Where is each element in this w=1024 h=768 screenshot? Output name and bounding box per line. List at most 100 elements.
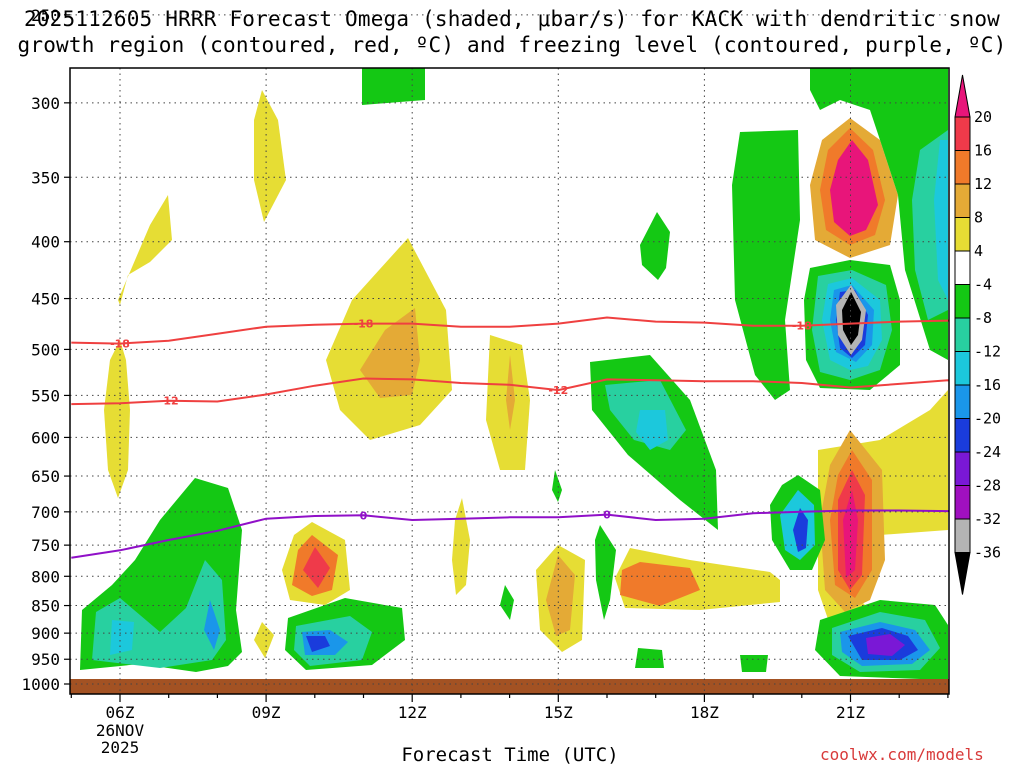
omega-negative-region — [934, 140, 948, 300]
colorbar-segment — [954, 485, 971, 520]
y-tick-label: 400 — [31, 233, 60, 252]
omega-positive-region — [254, 90, 286, 222]
colorbar-segment — [954, 384, 971, 419]
colorbar-arrow-top — [954, 74, 971, 118]
omega-positive-region — [118, 195, 172, 305]
x-axis-label: Forecast Time (UTC) — [401, 744, 619, 766]
contour-label: -18 — [792, 320, 812, 333]
colorbar-segment — [954, 351, 971, 386]
contour-line — [71, 377, 949, 406]
omega-negative-region — [306, 636, 330, 652]
credit-text: coolwx.com/models — [820, 745, 984, 764]
y-tick-label: 250 — [31, 6, 60, 25]
contour-label: -12 — [548, 384, 568, 397]
omega-negative-region — [500, 585, 514, 620]
colorbar-label: 20 — [974, 108, 992, 126]
omega-negative-region — [110, 620, 134, 655]
y-tick-label: 750 — [31, 536, 60, 555]
chart-title: 2025112605 HRRR Forecast Omega (shaded, … — [17, 7, 1007, 57]
contour-line — [71, 509, 949, 559]
colorbar-label: 4 — [974, 242, 983, 260]
omega-negative-region — [842, 292, 861, 345]
colorbar-label: 12 — [974, 175, 992, 193]
y-tick-label: 800 — [31, 567, 60, 586]
y-tick-label: 550 — [31, 386, 60, 405]
colorbar-segment — [954, 418, 971, 453]
terrain — [70, 679, 949, 694]
contour-label: -18 — [354, 318, 374, 331]
colorbar-label: 8 — [974, 209, 983, 227]
omega-positive-region — [360, 308, 420, 398]
y-tick-label: 1000 — [21, 675, 60, 694]
colorbar-segment — [954, 284, 971, 319]
x-tick-label: 21Z — [836, 703, 865, 722]
y-tick-label: 450 — [31, 290, 60, 309]
colorbar-label: -28 — [974, 477, 1001, 495]
colorbar: 20 16 12 8 4 -4 -8 -12 -16 -20 -24 -28 -32 -36 — [954, 74, 1001, 595]
omega-negative-region — [793, 508, 808, 552]
colorbar-segment — [954, 518, 971, 553]
x-tick-label: 15Z — [544, 703, 573, 722]
omega-negative-region — [595, 525, 616, 620]
colorbar-segment — [954, 317, 971, 352]
colorbar-segment — [954, 250, 971, 285]
y-tick-label: 650 — [31, 467, 60, 486]
contour-label: 0 — [603, 509, 611, 522]
colorbar-segment — [954, 451, 971, 486]
colorbar-label: -24 — [974, 443, 1001, 461]
y-tick-label: 900 — [31, 624, 60, 643]
contour-label: -12 — [159, 395, 179, 408]
omega-negative-region — [810, 68, 948, 360]
x-tick-label: 09Z — [252, 703, 281, 722]
x-tick-sublabel: 2025 — [101, 738, 140, 757]
colorbar-segment — [954, 150, 971, 185]
y-tick-label: 700 — [31, 503, 60, 522]
omega-positive-region — [303, 547, 330, 588]
x-tick-label: 12Z — [398, 703, 427, 722]
contour-label: 0 — [360, 509, 368, 522]
colorbar-label: 16 — [974, 142, 992, 160]
omega-negative-region — [732, 130, 800, 400]
y-tick-label: 500 — [31, 340, 60, 359]
omega-positive-region — [546, 555, 575, 636]
colorbar-arrow-bottom — [954, 552, 971, 595]
y-tick-label: 350 — [31, 168, 60, 187]
omega-negative-region — [740, 655, 768, 672]
omega-negative-region — [640, 212, 670, 280]
y-axis: 250 300 350 400 450 500 550 600 650 700 750 800 850 9… — [21, 6, 70, 694]
omega-negative-region — [635, 648, 664, 668]
y-tick-label: 600 — [31, 428, 60, 447]
omega-positive-region — [620, 562, 700, 606]
omega-negative-region — [552, 470, 562, 502]
colorbar-segment — [954, 217, 971, 252]
y-tick-label: 850 — [31, 597, 60, 616]
colorbar-label: -8 — [974, 309, 992, 327]
colorbar-label: -12 — [974, 343, 1001, 361]
colorbar-label: -32 — [974, 510, 1001, 528]
colorbar-segment — [954, 116, 971, 151]
omega-negative-region — [636, 410, 668, 450]
colorbar-label: -36 — [974, 544, 1001, 562]
omega-negative-region — [866, 634, 905, 656]
contour-label: -18 — [110, 338, 130, 351]
omega-shading — [80, 68, 948, 680]
y-tick-label: 300 — [31, 94, 60, 113]
omega-negative-region — [204, 600, 220, 650]
contour-layer: -18 -18 -18 -12 -12 0 0 — [71, 316, 949, 559]
omega-positive-region — [104, 340, 130, 498]
omega-positive-region — [254, 622, 274, 658]
colorbar-label: -16 — [974, 376, 1001, 394]
x-tick-sublabel: 26NOV — [96, 721, 145, 740]
colorbar-label: -4 — [974, 276, 992, 294]
y-tick-label: 950 — [31, 650, 60, 669]
omega-positive-region — [452, 498, 470, 595]
x-tick-label: 06Z — [106, 703, 135, 722]
colorbar-segment — [954, 183, 971, 218]
x-tick-label: 18Z — [690, 703, 719, 722]
omega-positive-region — [830, 140, 878, 236]
omega-positive-region — [506, 355, 515, 430]
omega-negative-region — [362, 68, 425, 105]
colorbar-label: -20 — [974, 410, 1001, 428]
